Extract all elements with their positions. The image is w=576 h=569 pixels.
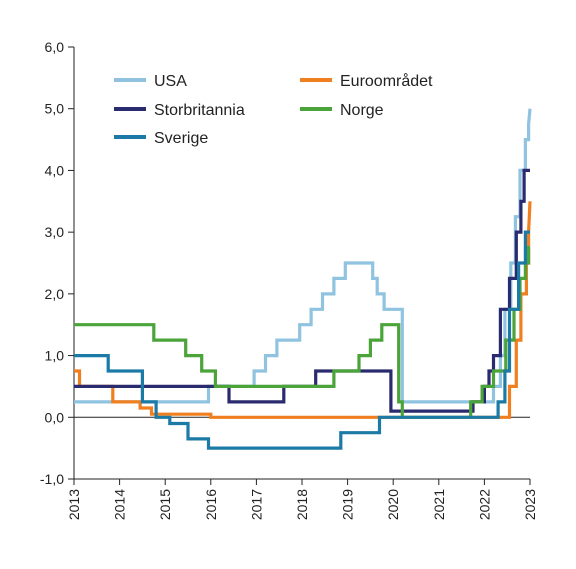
legend-label: USA	[154, 73, 187, 90]
x-tick-label: 2021	[431, 489, 447, 520]
y-tick-label: 6,0	[45, 39, 65, 55]
series-lines	[74, 108, 532, 450]
y-axis: -1,0 0,0 1,0 2,0 3,0 4,0 5,0 6,0	[40, 39, 75, 487]
series-line-usa	[74, 108, 532, 404]
legend-label: Norge	[340, 102, 384, 119]
y-tick-label: 3,0	[45, 224, 65, 240]
y-tick-label: 2,0	[45, 286, 65, 302]
x-tick-label: 2023	[522, 489, 538, 520]
x-tick-label: 2018	[294, 489, 310, 520]
x-tick-label: 2016	[203, 489, 219, 520]
x-tick-label: 2015	[157, 489, 173, 520]
x-tick-label: 2014	[112, 489, 128, 520]
legend-label: Storbritannia	[154, 102, 245, 119]
legend: USA Euroområdet Storbritannia Norge Sverige	[114, 72, 433, 147]
y-tick-label: 4,0	[45, 162, 65, 178]
x-tick-label: 2019	[340, 489, 356, 520]
y-tick-label: 0,0	[45, 409, 65, 425]
y-tick-label: 5,0	[45, 101, 65, 117]
x-tick-label: 2022	[476, 489, 492, 520]
x-tick-label: 2020	[385, 489, 401, 520]
y-tick-label: 1,0	[45, 348, 65, 364]
y-tick-label: -1,0	[40, 471, 64, 487]
legend-label: Sverige	[154, 130, 208, 147]
x-tick-label: 2013	[66, 489, 82, 520]
series-line-sverige	[74, 230, 530, 450]
x-tick-label: 2017	[248, 489, 264, 520]
x-axis: 2013 2014 2015 2016 2017 2018 2019 2020 2021 2022…	[66, 478, 538, 520]
legend-label: Euroområdet	[340, 72, 433, 90]
